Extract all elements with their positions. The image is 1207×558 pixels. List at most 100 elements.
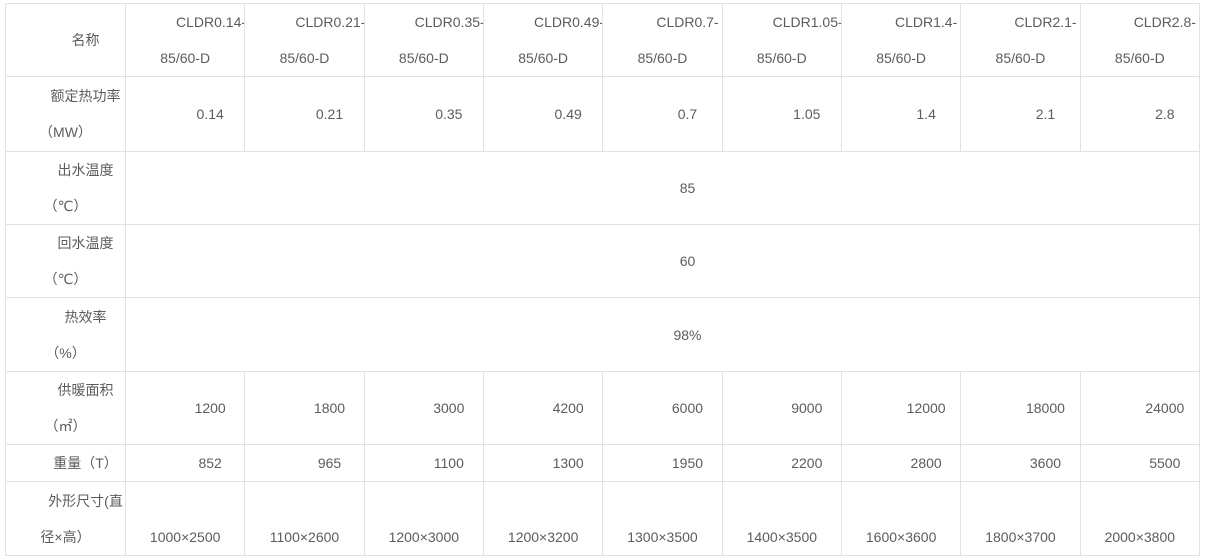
model-name-line1: CLDR0.49- xyxy=(533,14,603,30)
value-cell: 0.49 xyxy=(482,76,604,152)
value-cell: 1.4 xyxy=(840,76,962,152)
weight-row: 重量（T） 852 965 1100 1300 1950 2200 2800 3… xyxy=(5,444,1201,482)
name-header-label: 名称 xyxy=(71,32,100,48)
cell-value: 1400×3500 xyxy=(746,528,818,545)
cell-value: 98% xyxy=(673,326,702,343)
merged-value-cell: 60 xyxy=(125,224,1200,298)
value-cell: 0.35 xyxy=(363,76,484,152)
value-cell: 2.8 xyxy=(1079,76,1201,152)
value-cell: 1000×2500 xyxy=(124,481,246,556)
cell-value: 1200×3000 xyxy=(388,528,460,545)
cell-value: 5500 xyxy=(1149,455,1181,471)
cell-value: 60 xyxy=(679,253,696,269)
cell-value: 1100×2600 xyxy=(269,528,340,545)
value-cell: 1200×3000 xyxy=(363,481,484,556)
cell-value: 1.4 xyxy=(916,106,936,122)
cell-value: 2.1 xyxy=(1035,106,1056,122)
row-label-line2: 径×高） xyxy=(40,528,91,545)
model-name-line1: CLDR1.05- xyxy=(772,14,842,30)
model-name-line2: 85/60-D xyxy=(756,50,807,66)
value-cell: 1300×3500 xyxy=(602,481,723,556)
cell-value: 0.49 xyxy=(554,106,582,122)
value-cell: 4200 xyxy=(482,371,604,445)
cell-value: 1200×3200 xyxy=(507,528,579,545)
cell-value: 1300×3500 xyxy=(627,528,698,545)
value-cell: 1300 xyxy=(482,444,604,482)
blank-line xyxy=(1081,483,1198,519)
cell-value: 85 xyxy=(679,180,696,196)
rated-power-row: 额定热功率 （MW） 0.14 0.21 0.35 0.49 0.7 1.05 1… xyxy=(5,76,1201,152)
model-name-line1: CLDR2.1- xyxy=(1014,14,1077,30)
blank-line xyxy=(723,483,840,519)
cell-value: 0.7 xyxy=(677,106,698,122)
row-label-line2: （%） xyxy=(45,344,86,361)
value-cell: 1400×3500 xyxy=(721,481,842,556)
row-label-cell: 重量（T） xyxy=(5,444,126,482)
value-cell: 2.1 xyxy=(960,76,1081,152)
model-header-cell: CLDR0.49- 85/60-D xyxy=(482,3,604,77)
cell-value: 2800 xyxy=(910,455,942,471)
cell-value: 0.21 xyxy=(315,106,344,122)
value-cell: 12000 xyxy=(840,371,962,445)
row-label-line1: 供暖面积 xyxy=(57,382,114,398)
row-label-line2: （℃） xyxy=(43,198,88,214)
value-cell: 1950 xyxy=(602,444,723,482)
value-cell: 1200 xyxy=(124,371,246,445)
cell-value: 4200 xyxy=(552,400,584,416)
cell-value: 852 xyxy=(198,455,222,471)
cell-value: 3600 xyxy=(1029,455,1062,471)
value-cell: 1.05 xyxy=(721,76,842,152)
cell-value: 1300 xyxy=(552,455,584,471)
row-label-cell: 外形尺寸(直 径×高） xyxy=(5,481,126,556)
model-name-line2: 85/60-D xyxy=(279,50,330,66)
name-header-cell: 名称 xyxy=(5,3,126,77)
model-name-line2: 85/60-D xyxy=(398,50,449,66)
cell-value: 1950 xyxy=(671,455,704,471)
value-cell: 1600×3600 xyxy=(840,481,962,556)
cell-value: 2.8 xyxy=(1155,106,1175,122)
blank-line xyxy=(246,483,363,519)
cell-value: 2200 xyxy=(791,455,823,471)
value-cell: 1100×2600 xyxy=(244,481,365,556)
spec-table: 名称 CLDR0.14- 85/60-D CLDR0.21- 85/60-D CLD… xyxy=(5,3,1201,556)
cell-value: 1.05 xyxy=(793,106,821,122)
value-cell: 3000 xyxy=(363,371,484,445)
value-cell: 9000 xyxy=(721,371,842,445)
value-cell: 0.21 xyxy=(244,76,365,152)
cell-value: 18000 xyxy=(1025,400,1065,416)
cell-value: 1800 xyxy=(313,400,346,416)
row-label-line2: （MW） xyxy=(39,124,92,140)
cell-value: 1200 xyxy=(194,400,226,416)
row-label-cell: 供暖面积 （㎡） xyxy=(5,371,126,445)
value-cell: 1200×3200 xyxy=(482,481,604,556)
value-cell: 2000×3800 xyxy=(1079,481,1201,556)
cell-value: 3000 xyxy=(433,400,465,416)
value-cell: 18000 xyxy=(960,371,1081,445)
header-row: 名称 CLDR0.14- 85/60-D CLDR0.21- 85/60-D CLD… xyxy=(5,3,1201,77)
return-temp-row: 回水温度 （℃） 60 xyxy=(5,224,1200,298)
value-cell: 1800×3700 xyxy=(960,481,1081,556)
row-label-cell: 出水温度 （℃） xyxy=(5,151,126,225)
model-name-line1: CLDR0.21- xyxy=(295,14,365,30)
value-cell: 3600 xyxy=(960,444,1081,482)
cell-value: 1600×3600 xyxy=(865,528,937,545)
value-cell: 2200 xyxy=(721,444,842,482)
row-label-line2: （㎡） xyxy=(44,418,87,434)
row-label-cell: 回水温度 （℃） xyxy=(5,224,126,298)
row-label-line1: 回水温度 xyxy=(57,235,114,251)
model-header-cell: CLDR2.8- 85/60-D xyxy=(1079,3,1201,77)
model-name-line2: 85/60-D xyxy=(876,50,927,66)
row-label-line1: 出水温度 xyxy=(57,162,114,178)
cell-value: 0.14 xyxy=(196,106,224,122)
value-cell: 0.14 xyxy=(124,76,246,152)
row-label-line1: 热效率 xyxy=(64,308,107,325)
cell-value: 9000 xyxy=(791,400,823,416)
blank-line xyxy=(962,483,1079,519)
row-label-cell: 热效率 （%） xyxy=(5,297,126,372)
outlet-temp-row: 出水温度 （℃） 85 xyxy=(5,151,1200,225)
blank-line xyxy=(365,483,482,519)
cell-value: 6000 xyxy=(671,400,704,416)
model-name-line1: CLDR0.7- xyxy=(656,14,719,30)
value-cell: 2800 xyxy=(840,444,962,482)
model-name-line2: 85/60-D xyxy=(518,50,569,66)
